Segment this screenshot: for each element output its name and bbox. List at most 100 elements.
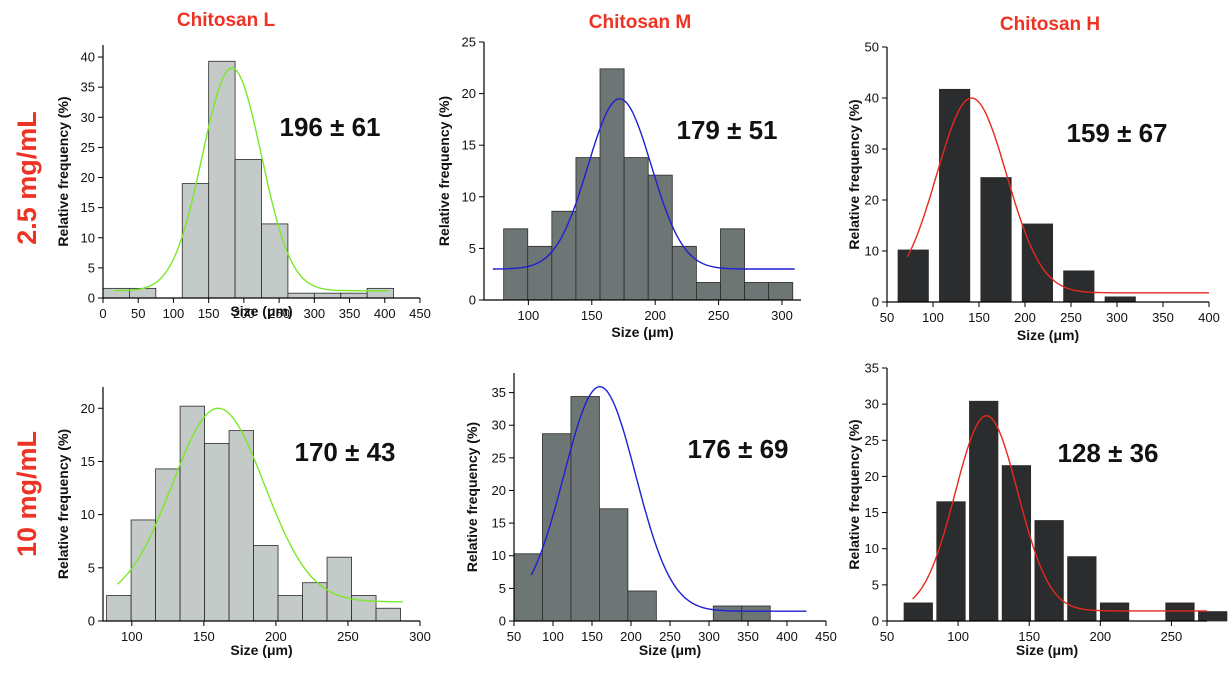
x-tick-label: 50 [880,629,894,644]
x-tick-label: 250 [659,629,681,644]
panel-2-5-chitosan-h: 50 100 150 200 250 300 350 400 0 10 20 30 40 50 Size (… [846,40,1220,344]
y-tick-label: 25 [462,35,476,50]
histogram-bar-2 [969,400,999,622]
y-tick-label: 30 [865,142,879,157]
x-tick-label: 200 [644,308,666,323]
histogram-bar-3 [599,508,629,622]
histogram-bar-4 [1034,520,1064,622]
histogram-bar-11 [768,282,794,301]
x-tick-label: 200 [1089,629,1111,644]
histogram-bar-0 [106,595,132,622]
x-tick-label: 100 [121,629,143,644]
x-tick-label: 350 [1152,310,1174,325]
y-tick-label: 30 [81,110,95,125]
panel-10-chitosan-l: 100 150 200 250 300 0 5 10 15 20 Size (μm) Relative… [55,387,431,658]
x-tick-label: 150 [581,629,603,644]
histogram-bar-5 [228,430,254,622]
histogram-bar-5 [623,157,649,301]
y-axis-title: Relative frequency (%) [55,96,71,246]
y-tick-label: 30 [492,418,506,433]
y-tick-label: 0 [499,614,506,629]
x-tick-label: 400 [776,629,798,644]
x-tick-label: 350 [737,629,759,644]
histogram-bar-4 [599,68,625,301]
histogram-bar-5 [261,223,289,299]
x-tick-label: 300 [409,629,431,644]
gaussian-fit-curve [116,407,403,603]
y-tick-label: 10 [492,548,506,563]
y-tick-label: 30 [865,397,879,412]
histogram-bar-5 [1104,296,1136,303]
histogram-bar-10 [351,595,377,622]
histogram-bar-0 [897,249,929,303]
histogram-bar-1 [542,433,572,622]
y-tick-label: 20 [81,170,95,185]
mean-sd-annotation: 159 ± 67 [1066,118,1167,148]
y-tick-label: 35 [81,80,95,95]
row-label-2-5-mg-ml: 2.5 mg/mL [12,111,42,245]
histogram-bar-9 [366,287,394,299]
gaussian-fit-curve [113,67,389,292]
y-axis-title: Relative frequency (%) [846,99,862,249]
mean-sd-annotation: 176 ± 69 [687,434,788,464]
y-tick-label: 20 [865,469,879,484]
histogram-bar-3 [575,157,601,301]
histogram-bar-8 [695,282,721,301]
histogram-bar-2 [155,468,181,622]
y-tick-label: 0 [88,614,95,629]
y-tick-label: 20 [865,193,879,208]
y-tick-label: 5 [469,241,476,256]
x-tick-label: 400 [1198,310,1220,325]
x-tick-label: 100 [922,310,944,325]
x-tick-label: 50 [131,306,145,321]
gaussian-fit-curve [530,385,807,612]
gaussian-fit-curve [492,98,795,270]
x-tick-label: 250 [1060,310,1082,325]
histogram-bar-2 [980,177,1012,303]
panel-10-chitosan-m: 50 100 150 200 250 300 350 400 450 0 5 10 15 20 25 30 35… [464,373,837,658]
histogram-bar-4 [1063,270,1095,303]
histogram-bar-9 [1198,611,1228,622]
mean-sd-annotation: 196 ± 61 [279,112,380,142]
column-title-chitosan-l: Chitosan L [177,10,276,31]
histogram-bar-2 [551,210,577,301]
x-tick-label: 100 [542,629,564,644]
histogram-bar-1 [130,519,156,622]
y-tick-label: 15 [81,200,95,215]
histogram-bar-7 [671,245,697,301]
y-tick-label: 25 [492,450,506,465]
y-tick-label: 5 [88,260,95,275]
histogram-bar-0 [503,228,529,301]
y-tick-label: 15 [81,454,95,469]
x-axis-title: Size (μm) [611,324,673,340]
y-tick-label: 35 [865,361,879,376]
y-tick-label: 35 [492,385,506,400]
histogram-bar-7 [313,292,342,299]
x-tick-label: 150 [1018,629,1040,644]
histogram-bar-8 [340,292,368,299]
x-tick-label: 150 [968,310,990,325]
mean-sd-annotation: 170 ± 43 [294,437,395,467]
x-tick-label: 300 [303,306,325,321]
histogram-bar-3 [179,405,205,622]
histogram-bar-1 [936,501,966,622]
panel-2-5-chitosan-m: 100 150 200 250 300 0 5 10 15 20 25 Size (μm) Relati… [436,35,801,340]
histogram-bar-8 [741,605,771,622]
gaussian-fit-curve [906,97,1209,294]
histogram-bar-6 [253,545,279,622]
histogram-bar-0 [513,553,543,622]
histogram-bar-7 [277,595,303,622]
x-axis-title: Size (μm) [230,642,292,658]
y-tick-label: 40 [865,91,879,106]
y-axis-title: Relative frequency (%) [464,422,480,572]
histogram-bar-0 [903,602,933,622]
x-tick-label: 250 [708,308,730,323]
y-tick-label: 15 [462,138,476,153]
histogram-bar-9 [720,228,745,301]
x-tick-label: 450 [815,629,837,644]
histogram-bar-1 [527,245,553,301]
y-tick-label: 15 [865,505,879,520]
y-tick-label: 40 [81,50,95,65]
gaussian-fit-curve [912,414,1207,612]
y-tick-label: 10 [81,507,95,522]
